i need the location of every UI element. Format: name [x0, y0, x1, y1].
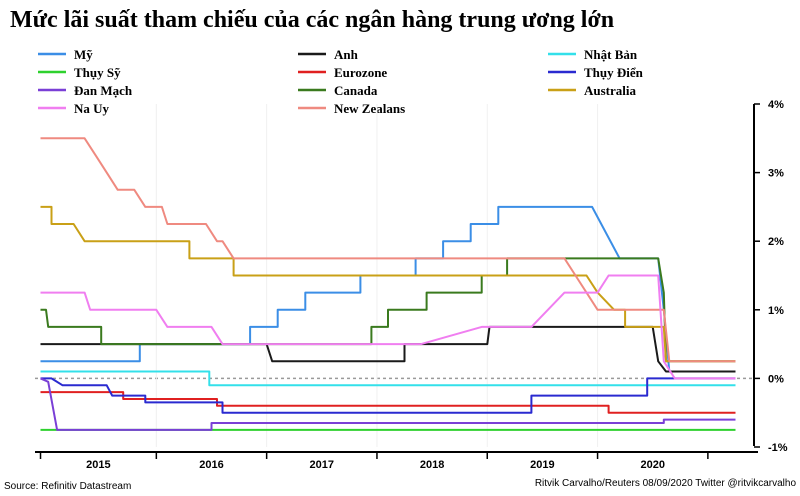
- x-tick-label-2016: 2016: [199, 459, 223, 471]
- x-tick-label-2018: 2018: [420, 459, 444, 471]
- x-tick-label-2015: 2015: [86, 459, 110, 471]
- series-line-1: [40, 325, 736, 373]
- legend-label-1-0: Anh: [334, 47, 359, 62]
- x-tick-label-2020: 2020: [640, 459, 664, 471]
- y-tick-label-5: -1%: [768, 442, 788, 454]
- y-tick-label-0: 4%: [768, 99, 784, 111]
- legend-label-0-0: Mỹ: [74, 47, 93, 62]
- legend-label-2-2: Australia: [584, 83, 637, 98]
- y-axis-ticks: 4% 3% 2% 1% 0% -1%: [754, 99, 788, 454]
- credit-note: Ritvik Carvalho/Reuters 08/09/2020 Twitt…: [535, 478, 797, 489]
- series-line-6: [40, 377, 736, 431]
- y-tick-label-4: 0%: [768, 373, 784, 385]
- legend-label-2-1: Thụy Điển: [584, 65, 644, 80]
- x-tick-label-2017: 2017: [310, 459, 334, 471]
- y-tick-label-2: 2%: [768, 236, 784, 248]
- series-lines: [40, 137, 736, 431]
- legend-label-1-1: Eurozone: [334, 65, 387, 80]
- legend: Mỹ Thụy Sỹ Đan Mạch Na Uy Anh Eurozone Canada N…: [38, 47, 644, 116]
- series-line-2: [40, 370, 736, 387]
- series-line-9: [40, 137, 736, 363]
- legend-label-0-2: Đan Mạch: [74, 83, 133, 98]
- legend-label-1-2: Canada: [334, 83, 378, 98]
- x-tick-label-2019: 2019: [530, 459, 554, 471]
- chart-title: Mức lãi suất tham chiếu của các ngân hàn…: [10, 7, 614, 33]
- legend-label-0-1: Thụy Sỹ: [74, 65, 121, 80]
- series-line-7: [40, 257, 736, 363]
- legend-label-1-3: New Zealans: [334, 101, 405, 116]
- source-note: Source: Refinitiv Datastream: [4, 481, 131, 492]
- y-tick-label-1: 3%: [768, 168, 784, 180]
- series-line-10: [40, 274, 736, 380]
- legend-label-2-0: Nhật Bản: [584, 47, 638, 62]
- series-line-5: [40, 377, 736, 414]
- series-line-8: [40, 205, 736, 363]
- y-tick-label-3: 1%: [768, 305, 784, 317]
- x-axis-ticks: 2015 2016 2017 2018 2019 2020: [39, 452, 709, 471]
- legend-label-0-3: Na Uy: [74, 101, 110, 116]
